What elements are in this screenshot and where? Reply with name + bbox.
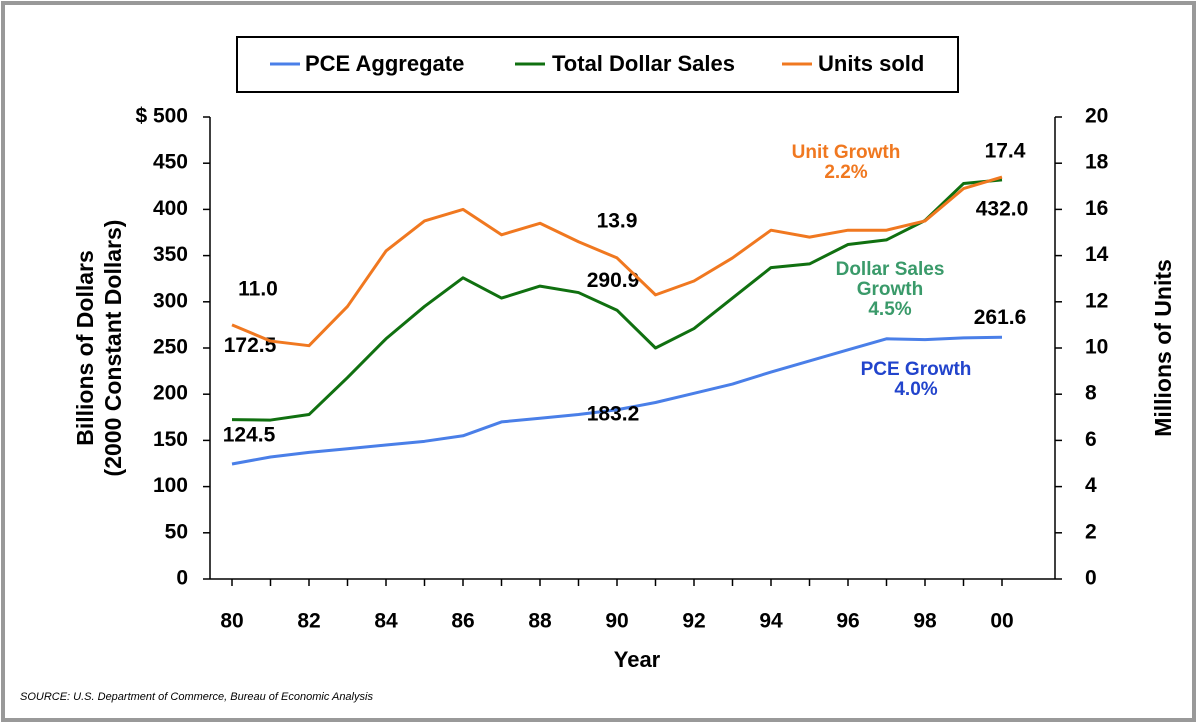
y-axis-title: (2000 Constant Dollars): [100, 220, 126, 477]
y-tick-label: 200: [153, 382, 188, 405]
y-tick-label: 450: [153, 151, 188, 174]
annotation: Growth: [857, 279, 924, 300]
y2-tick-label: 18: [1085, 151, 1109, 174]
x-tick-label: 92: [682, 610, 705, 633]
x-tick-label: 82: [297, 610, 320, 633]
annotation: 4.5%: [868, 299, 911, 320]
data-label: 290.9: [587, 269, 640, 292]
x-tick-label: 00: [990, 610, 1013, 633]
data-label: 172.5: [224, 334, 277, 357]
x-tick-label: 84: [374, 610, 398, 633]
data-label: 11.0: [238, 277, 278, 300]
series-line: [231, 175, 1003, 348]
annotation: Unit Growth: [792, 142, 901, 163]
series-line: [231, 178, 1003, 422]
data-label: 261.6: [974, 306, 1027, 329]
y-tick-label: 0: [176, 567, 188, 590]
series-line: [231, 335, 1003, 466]
data-label: 183.2: [587, 402, 640, 425]
data-label: 13.9: [597, 209, 638, 232]
x-tick-label: 88: [528, 610, 552, 633]
y-tick-label: 150: [153, 428, 188, 451]
x-tick-label: 80: [220, 610, 243, 633]
annotation: PCE Growth: [861, 359, 972, 380]
legend-box: [236, 36, 959, 93]
y2-axis-title: Millions of Units: [1150, 259, 1176, 437]
y2-tick-label: 10: [1085, 336, 1108, 359]
y-tick-label: 400: [153, 197, 188, 220]
x-tick-label: 94: [759, 610, 783, 633]
data-label: 17.4: [985, 140, 1026, 163]
annotation: 4.0%: [894, 379, 937, 400]
annotation: 2.2%: [824, 162, 867, 183]
y2-tick-label: 2: [1085, 520, 1097, 543]
y2-tick-label: 0: [1085, 567, 1097, 590]
y-tick-label: 250: [153, 336, 188, 359]
x-tick-label: 98: [913, 610, 937, 633]
legend-label: Total Dollar Sales: [552, 51, 735, 76]
y-tick-label: $ 500: [135, 105, 188, 128]
y2-tick-label: 16: [1085, 197, 1108, 220]
y-axis-title: Billions of Dollars: [72, 250, 98, 446]
x-tick-label: 90: [605, 610, 628, 633]
y2-tick-label: 8: [1085, 382, 1097, 405]
y-tick-label: 350: [153, 243, 188, 266]
source-note: SOURCE: U.S. Department of Commerce, Bur…: [20, 691, 373, 703]
x-tick-label: 96: [836, 610, 859, 633]
y-tick-label: 300: [153, 289, 188, 312]
x-axis-title: Year: [614, 647, 661, 672]
y2-tick-label: 14: [1085, 243, 1109, 266]
y2-tick-label: 20: [1085, 105, 1108, 128]
data-label: 124.5: [223, 424, 276, 447]
data-label: 432.0: [976, 197, 1029, 220]
y-tick-label: 50: [165, 520, 188, 543]
legend-label: Units sold: [818, 51, 924, 76]
y-tick-label: 100: [153, 474, 188, 497]
annotation: Dollar Sales: [836, 259, 945, 280]
y2-tick-label: 12: [1085, 289, 1108, 312]
x-tick-label: 86: [451, 610, 474, 633]
y2-tick-label: 6: [1085, 428, 1097, 451]
y2-tick-label: 4: [1085, 474, 1097, 497]
legend-label: PCE Aggregate: [305, 51, 464, 76]
